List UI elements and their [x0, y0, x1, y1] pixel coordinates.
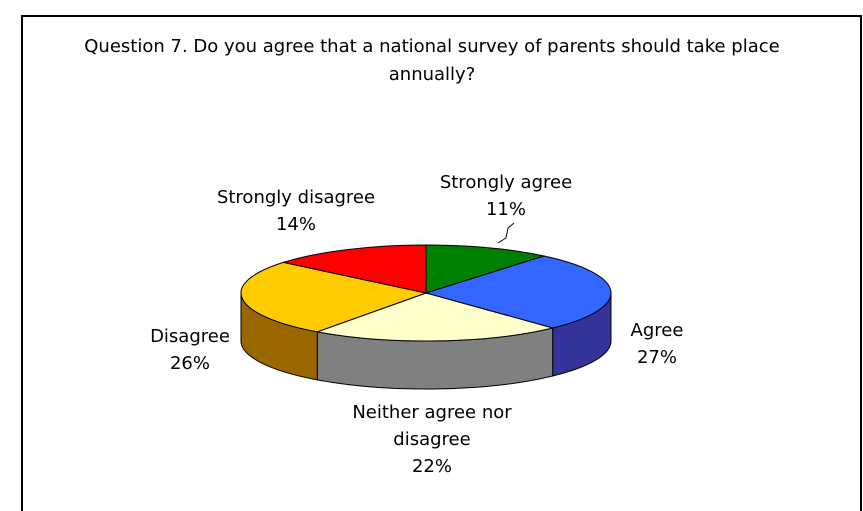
pie-slice-agree	[424, 255, 612, 329]
pie-label-neither-agree-nor-disagree: Neither agree nor disagree 22%	[352, 402, 512, 477]
chart-title-line: Question 7. Do you agree that a national…	[84, 36, 779, 57]
pie-slice-disagree	[240, 261, 428, 333]
pie-label-strongly-agree: Strongly agree 11%	[440, 172, 572, 220]
pie-slice-strongly-agree	[425, 244, 546, 294]
pie-labels: Strongly agree 11% Agree 27% Neither agree n…	[150, 172, 683, 477]
pie-label-strongly-disagree: Strongly disagree 14%	[217, 187, 375, 235]
pie-label-agree: Agree 27%	[631, 320, 684, 368]
chart-title-line: annually?	[389, 64, 476, 85]
chart-title: Question 7. Do you agree that a national…	[84, 36, 779, 85]
pie-slice-strongly-disagree	[281, 244, 427, 294]
pie-label-disagree: Disagree 26%	[150, 326, 230, 374]
strongly-agree-leader-line	[497, 222, 515, 244]
pie-slice-neither-agree-nor-disagree	[315, 292, 555, 342]
pie-sides	[240, 292, 612, 390]
pie-tops	[240, 244, 612, 342]
